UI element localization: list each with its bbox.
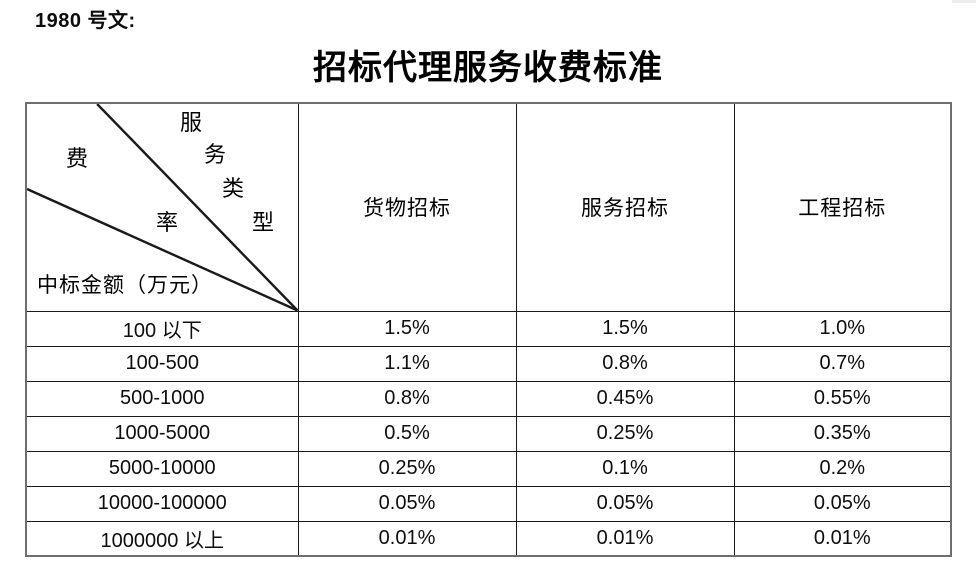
row-range-cell: 500-1000 — [25, 380, 299, 417]
rate-cell: 0.01% — [297, 520, 517, 557]
row-range-cell: 100 以下 — [25, 310, 299, 347]
table-row: 500-1000 0.8% 0.45% 0.55% — [25, 380, 952, 417]
rate-cell: 0.1% — [515, 450, 735, 487]
corner-type-char: 务 — [204, 142, 227, 167]
rate-cell: 0.35% — [733, 415, 952, 452]
doc-ref: 1980 号文: — [35, 10, 136, 32]
rate-cell: 0.01% — [515, 520, 735, 557]
rate-cell: 0.25% — [515, 415, 735, 452]
rate-cell: 0.5% — [297, 415, 517, 452]
header-row: 服 务 类 型 费 率 中标金额（万元） 货物招标 服务招标 工程招标 — [25, 102, 952, 312]
table-row: 100 以下 1.5% 1.5% 1.0% — [25, 310, 952, 347]
column-header-services: 服务招标 — [515, 102, 735, 312]
corner-rate-char: 率 — [156, 210, 179, 235]
table-corner-cell: 服 务 类 型 费 率 中标金额（万元） — [25, 102, 299, 312]
rate-cell: 0.05% — [733, 485, 952, 522]
rate-cell: 0.7% — [733, 345, 952, 382]
corner-type-char: 服 — [180, 110, 203, 135]
row-range-cell: 5000-10000 — [25, 450, 299, 487]
diagonal-divider-lines — [27, 104, 297, 310]
table-row: 1000-5000 0.5% 0.25% 0.35% — [25, 415, 952, 452]
rate-cell: 0.8% — [515, 345, 735, 382]
diagonal-line-upper — [96, 104, 297, 310]
column-header-goods: 货物招标 — [297, 102, 517, 312]
row-range-cell: 100-500 — [25, 345, 299, 382]
corner-type-char: 型 — [252, 210, 275, 235]
table-row: 1000000 以上 0.01% 0.01% 0.01% — [25, 520, 952, 557]
corner-type-char: 类 — [222, 176, 245, 201]
screen-edge-artifact — [952, 0, 976, 3]
rate-cell: 0.05% — [515, 485, 735, 522]
rate-cell: 1.0% — [733, 310, 952, 347]
rate-cell: 0.05% — [297, 485, 517, 522]
column-header-works: 工程招标 — [733, 102, 952, 312]
rate-cell: 0.45% — [515, 380, 735, 417]
corner-rate-char: 费 — [66, 146, 89, 171]
table-row: 100-500 1.1% 0.8% 0.7% — [25, 345, 952, 382]
rate-cell: 0.8% — [297, 380, 517, 417]
rate-cell: 0.01% — [733, 520, 952, 557]
rate-cell: 1.5% — [297, 310, 517, 347]
rate-cell: 0.2% — [733, 450, 952, 487]
row-range-cell: 1000000 以上 — [25, 520, 299, 557]
diagonal-line-lower — [27, 187, 297, 310]
corner-amount-label: 中标金额（万元） — [37, 273, 213, 297]
rate-cell: 1.1% — [297, 345, 517, 382]
page-title: 招标代理服务收费标准 — [313, 50, 663, 87]
rate-cell: 0.55% — [733, 380, 952, 417]
row-range-cell: 1000-5000 — [25, 415, 299, 452]
table-row: 5000-10000 0.25% 0.1% 0.2% — [25, 450, 952, 487]
fee-table: 服 务 类 型 费 率 中标金额（万元） 货物招标 服务招标 工程招标 100 … — [25, 102, 952, 557]
row-range-cell: 10000-100000 — [25, 485, 299, 522]
rate-cell: 1.5% — [515, 310, 735, 347]
table-row: 10000-100000 0.05% 0.05% 0.05% — [25, 485, 952, 522]
rate-cell: 0.25% — [297, 450, 517, 487]
